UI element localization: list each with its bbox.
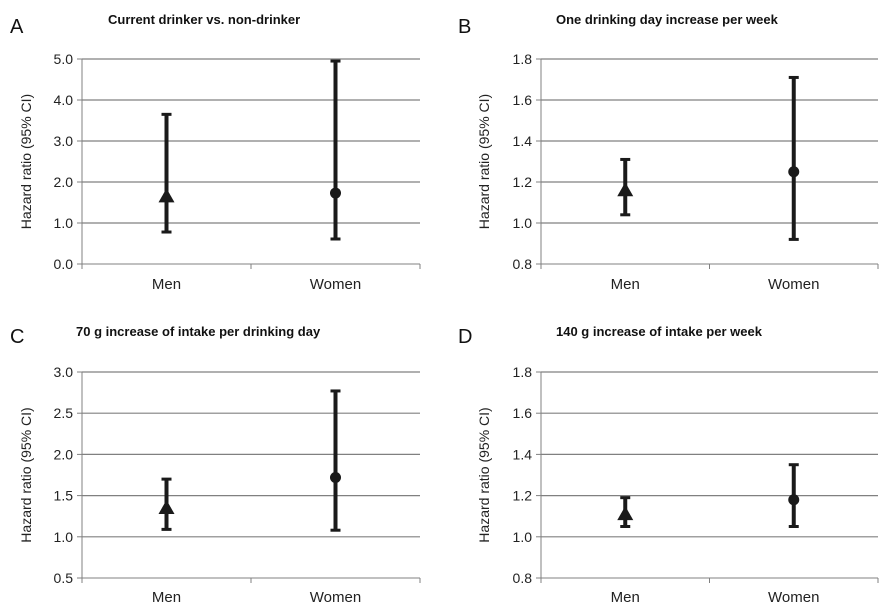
y-tick-label: 1.6 [513, 92, 533, 108]
y-tick-label: 0.8 [513, 256, 533, 272]
y-axis-label: Hazard ratio (95% CI) [18, 407, 34, 542]
panel-letter: B [458, 16, 471, 38]
y-tick-label: 1.0 [513, 215, 533, 231]
chart-panel-c: C 70 g increase of intake per drinking da… [10, 324, 421, 606]
x-category-label: Women [310, 589, 361, 603]
y-tick-label: 1.2 [513, 488, 533, 504]
y-tick-label: 1.2 [513, 174, 533, 190]
panel-letter: A [10, 16, 24, 38]
y-tick-label: 1.6 [513, 405, 533, 421]
chart-panel-b: B One drinking day increase per week Hazar… [458, 12, 879, 293]
y-axis-label: Hazard ratio (95% CI) [18, 94, 34, 229]
point-marker-women [330, 187, 341, 199]
x-category-label: Men [611, 589, 640, 603]
y-tick-label: 5.0 [54, 51, 74, 67]
y-tick-label: 4.0 [54, 92, 74, 108]
y-tick-label: 0.0 [54, 256, 74, 272]
chart-panel-d: D 140 g increase of intake per week Hazard… [458, 324, 879, 606]
y-tick-label: 2.5 [54, 405, 74, 421]
y-tick-label: 1.5 [54, 488, 74, 504]
x-category-label: Men [152, 589, 181, 603]
y-tick-label: 3.0 [54, 133, 74, 149]
y-axis-label: Hazard ratio (95% CI) [476, 94, 492, 229]
point-marker-women [330, 471, 341, 483]
y-tick-label: 1.0 [54, 215, 74, 231]
y-tick-label: 1.4 [513, 446, 533, 462]
panel-letter: C [10, 326, 24, 348]
y-tick-label: 1.8 [513, 51, 533, 67]
error-bar-women [330, 59, 341, 241]
point-marker-men [617, 506, 634, 521]
y-tick-label: 2.0 [54, 446, 74, 462]
y-tick-label: 3.0 [54, 364, 74, 380]
error-bar-women [330, 389, 341, 532]
x-category-label: Men [611, 276, 640, 293]
y-tick-label: 1.8 [513, 364, 533, 380]
point-marker-men [617, 182, 634, 197]
x-category-label: Men [152, 276, 181, 293]
panel-letter: D [458, 326, 472, 348]
y-axis-label: Hazard ratio (95% CI) [476, 407, 492, 542]
chart-panel-a: A Current drinker vs. non-drinker Hazard r… [10, 12, 421, 293]
y-tick-label: 1.0 [54, 529, 74, 545]
point-marker-men [158, 499, 175, 514]
chart-title: 70 g increase of intake per drinking day [76, 324, 321, 339]
x-category-label: Women [768, 589, 819, 603]
point-marker-women [788, 166, 800, 178]
y-tick-label: 1.4 [513, 133, 533, 149]
y-tick-label: 1.0 [513, 529, 533, 545]
x-category-label: Women [768, 276, 819, 293]
point-marker-men [158, 188, 175, 203]
point-marker-women [788, 494, 800, 506]
y-tick-label: 2.0 [54, 174, 74, 190]
error-bar-men [161, 112, 172, 234]
error-bar-women [788, 75, 799, 241]
x-category-label: Women [310, 276, 361, 293]
y-tick-label: 0.5 [54, 570, 74, 586]
chart-title: One drinking day increase per week [556, 12, 779, 27]
chart-title: 140 g increase of intake per week [556, 324, 763, 339]
y-tick-label: 0.8 [513, 570, 533, 586]
chart-title: Current drinker vs. non-drinker [108, 12, 300, 27]
